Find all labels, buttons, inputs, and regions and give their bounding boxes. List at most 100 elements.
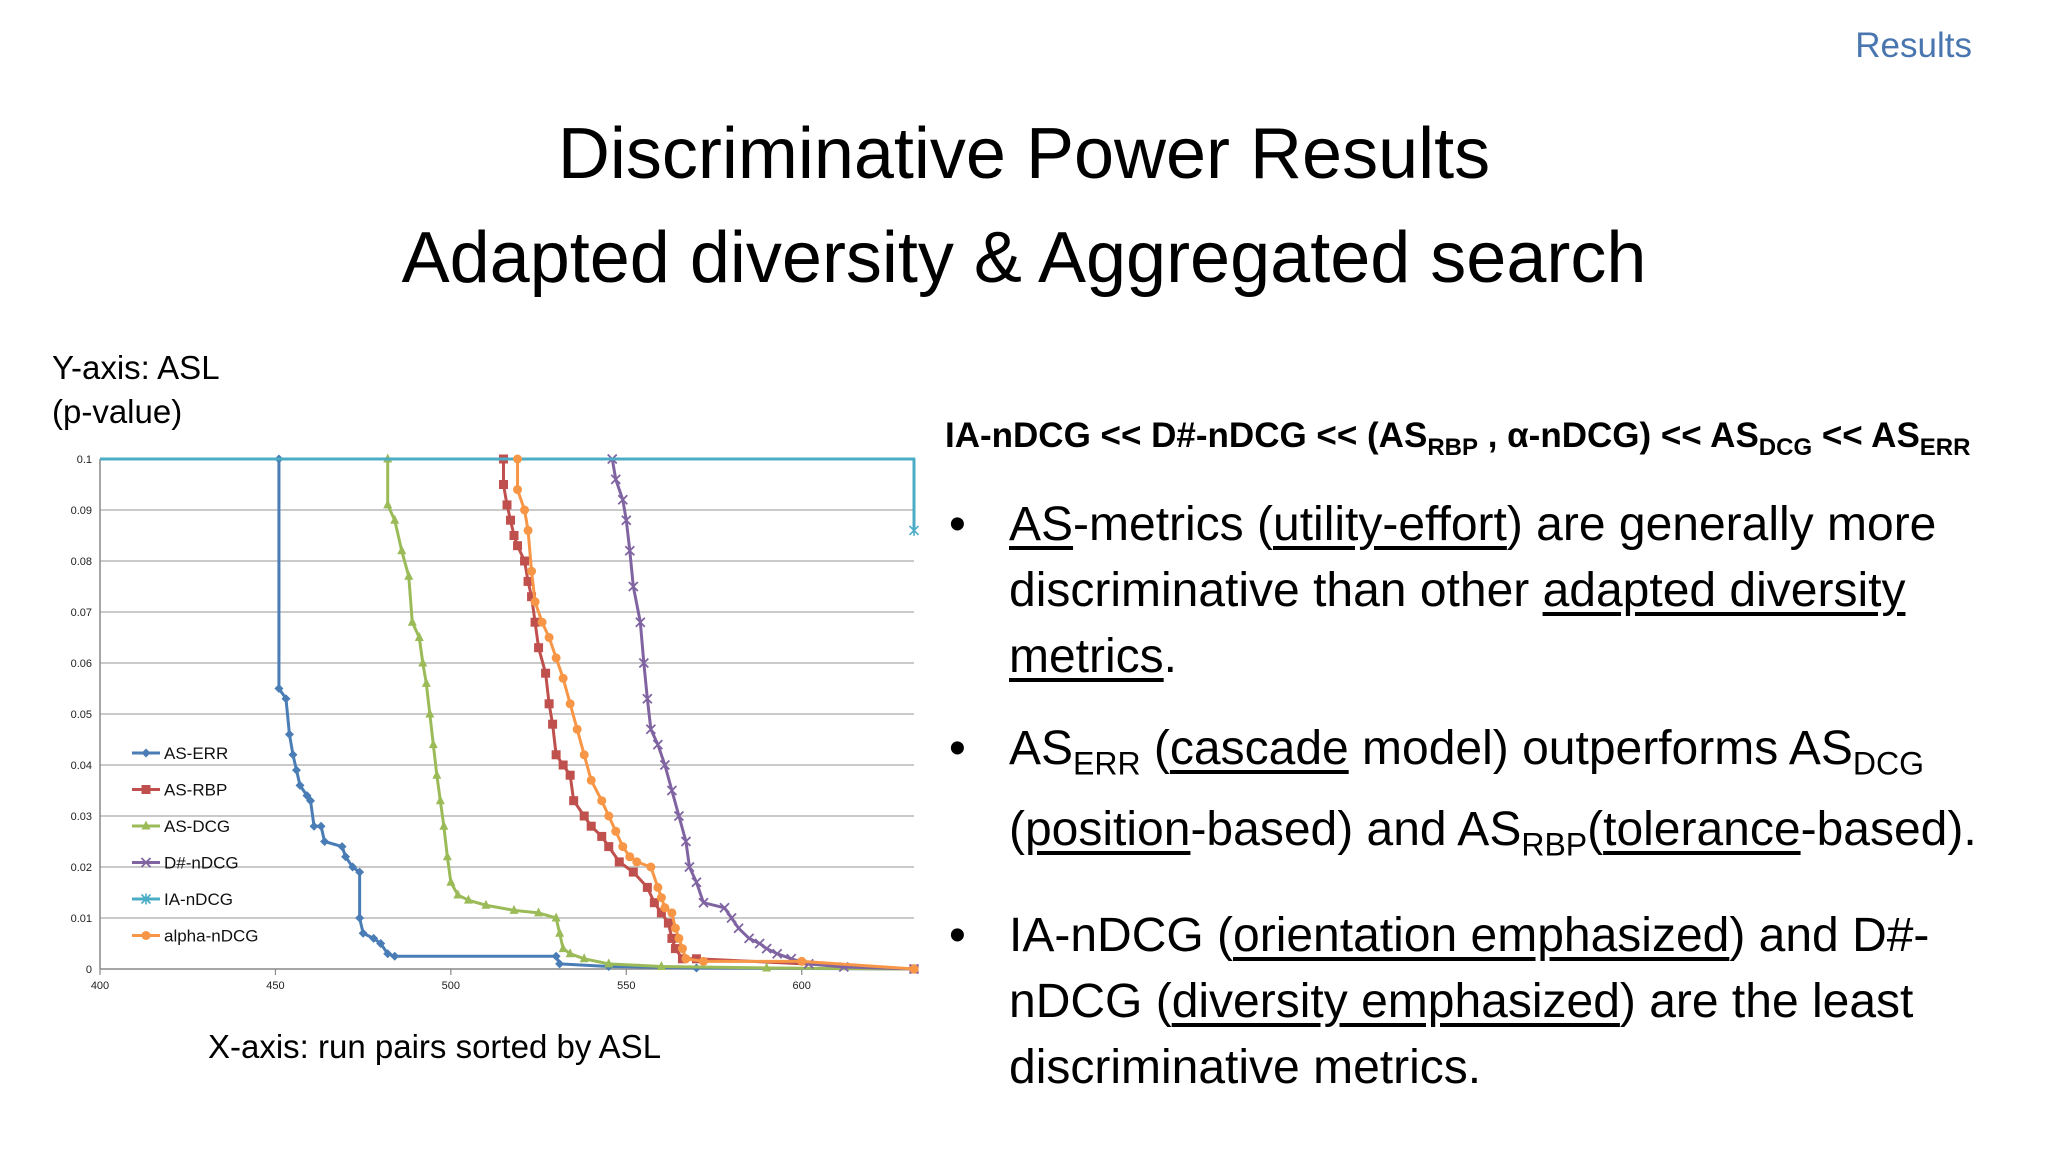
- y-axis-caption-line-2: (p-value): [52, 393, 183, 430]
- y-tick-label: 0.08: [71, 556, 92, 568]
- point-alpha-ndcg: [625, 852, 635, 862]
- x-tick-label: 550: [617, 980, 635, 992]
- point-alpha-ndcg: [660, 903, 670, 913]
- legend-label-d-ndcg: D#-nDCG: [164, 854, 239, 873]
- point-alpha-ndcg: [618, 842, 628, 852]
- point-d-ndcg: [691, 877, 702, 888]
- bullet-2: ASERR (cascade model) outperforms ASDCG …: [945, 716, 2025, 877]
- point-d-ndcg: [698, 897, 709, 908]
- point-as-dcg: [425, 708, 435, 718]
- point-alpha-ndcg: [523, 525, 533, 535]
- point-as-err: [376, 939, 386, 948]
- point-as-rbp: [502, 500, 512, 510]
- point-d-ndcg: [624, 545, 635, 556]
- point-alpha-ndcg: [597, 796, 607, 806]
- point-as-err: [281, 694, 291, 704]
- point-as-err: [555, 959, 565, 969]
- point-as-dcg: [656, 960, 666, 970]
- point-alpha-ndcg: [530, 597, 540, 607]
- point-alpha-ndcg: [909, 964, 919, 974]
- y-axis-caption-line-1: Y-axis: ASL: [52, 349, 220, 386]
- point-as-rbp: [667, 933, 677, 943]
- legend-label-ia-ndcg: IA-nDCG: [164, 890, 233, 909]
- point-as-dcg: [463, 894, 473, 904]
- rank-sep: <<: [1651, 416, 1711, 455]
- rank-sep: <<: [1812, 416, 1872, 455]
- point-as-rbp: [670, 944, 680, 954]
- point-as-rbp: [663, 918, 673, 928]
- point-as-rbp: [597, 831, 607, 841]
- point-as-err: [316, 821, 326, 831]
- point-alpha-ndcg: [586, 775, 596, 785]
- point-alpha-ndcg: [513, 485, 523, 495]
- y-tick-label: 0.01: [71, 913, 92, 925]
- point-as-rbp: [513, 541, 523, 551]
- point-d-ndcg: [743, 933, 755, 944]
- point-as-rbp: [656, 908, 666, 918]
- point-as-err: [341, 852, 351, 862]
- point-d-ndcg: [652, 739, 664, 750]
- point-as-dcg: [604, 958, 614, 968]
- point-d-ndcg: [642, 693, 653, 704]
- point-d-ndcg: [659, 759, 671, 771]
- point-as-err: [291, 765, 301, 775]
- point-as-dcg: [432, 769, 442, 779]
- point-as-rbp: [534, 643, 544, 653]
- point-alpha-ndcg: [513, 454, 523, 464]
- point-as-rbp: [649, 898, 659, 908]
- point-as-dcg: [428, 739, 438, 749]
- y-tick-label: 0.06: [71, 658, 92, 670]
- point-as-err: [348, 862, 358, 872]
- point-as-dcg: [762, 962, 772, 972]
- point-as-err: [288, 750, 298, 760]
- point-as-rbp: [520, 556, 530, 566]
- point-as-err: [390, 951, 400, 961]
- point-as-err: [320, 837, 330, 846]
- point-as-dcg: [565, 948, 575, 958]
- point-alpha-ndcg: [698, 956, 708, 966]
- rank-d-ndcg: D#-nDCG: [1151, 416, 1307, 455]
- asl-line-chart: 0 0.01 0.02 0.03 0.04 0.05 0.06 0.07 0.08 0.09 0.1…: [71, 453, 920, 992]
- point-as-dcg: [418, 657, 428, 667]
- y-tick-label: 0.07: [71, 607, 92, 619]
- point-d-ndcg: [761, 943, 772, 954]
- point-as-rbp: [551, 750, 561, 760]
- point-as-rbp: [604, 842, 614, 852]
- point-as-err: [295, 780, 305, 790]
- point-d-ndcg: [621, 515, 632, 526]
- point-alpha-ndcg: [520, 505, 530, 515]
- point-as-dcg: [435, 795, 445, 805]
- point-as-rbp: [579, 811, 589, 821]
- point-as-rbp: [558, 760, 568, 770]
- point-d-ndcg: [635, 617, 646, 628]
- point-as-dcg: [390, 514, 400, 524]
- point-alpha-ndcg: [653, 882, 663, 892]
- point-as-dcg: [442, 851, 452, 861]
- point-as-rbp: [498, 480, 508, 489]
- point-alpha-ndcg: [604, 811, 614, 821]
- rank-group: (ASRBP , α-nDCG): [1367, 416, 1652, 461]
- point-as-rbp: [691, 954, 701, 964]
- legend-marker-d-ndcg: [140, 857, 152, 868]
- y-axis-caption: Y-axis: ASL (p-value): [52, 346, 220, 434]
- point-alpha-ndcg: [667, 908, 677, 918]
- point-alpha-ndcg: [579, 750, 589, 760]
- point-alpha-ndcg: [674, 933, 684, 943]
- slide-title: Discriminative Power Results Adapted div…: [0, 102, 2048, 310]
- x-tick-label: 400: [91, 980, 109, 992]
- y-tick-label: 0.03: [71, 811, 92, 823]
- x-tick-label: 450: [266, 980, 284, 992]
- x-tick-label: 500: [442, 980, 460, 992]
- point-d-ndcg: [684, 861, 695, 873]
- point-alpha-ndcg: [677, 944, 687, 954]
- rank-sep: <<: [1090, 416, 1152, 455]
- point-d-ndcg: [772, 948, 783, 959]
- rank-as-err: ASERR: [1871, 416, 1971, 461]
- point-ia-ndcg: [908, 524, 920, 536]
- metric-ranking: IA-nDCG << D#-nDCG << (ASRBP , α-nDCG) <…: [945, 416, 1970, 462]
- title-line-1: Discriminative Power Results: [557, 114, 1491, 194]
- point-d-ndcg: [733, 923, 744, 934]
- point-as-dcg: [555, 927, 565, 937]
- point-alpha-ndcg: [558, 673, 568, 683]
- point-d-ndcg: [638, 657, 649, 669]
